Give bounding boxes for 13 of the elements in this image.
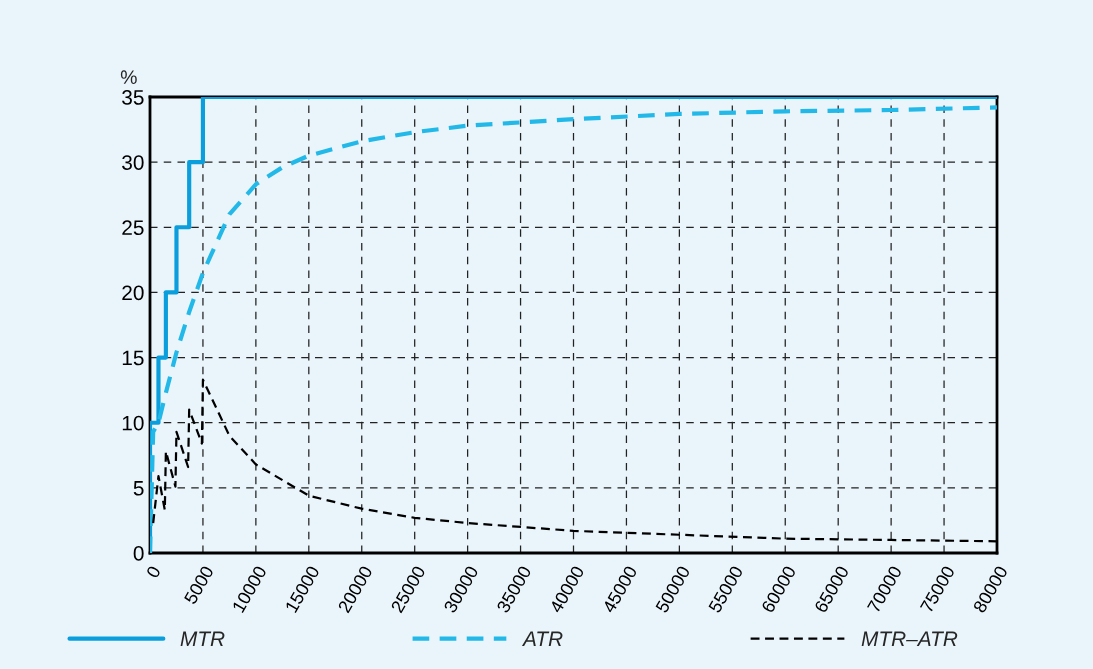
- y-axis-title: %: [120, 70, 137, 84]
- y-tick-label: 25: [122, 220, 144, 236]
- legend-label: ATR: [521, 631, 563, 646]
- y-tick-label: 30: [122, 155, 144, 170]
- legend-label: MTR–ATR: [861, 631, 958, 646]
- y-tick-label: 20: [122, 285, 144, 301]
- y-tick-label: 15: [122, 350, 144, 366]
- x-tick-label: 0: [145, 564, 162, 579]
- legend-label: MTR: [180, 631, 225, 646]
- y-tick-label: 10: [122, 415, 144, 431]
- y-tick-label: 35: [122, 90, 144, 105]
- y-tick-label: 0: [133, 546, 144, 561]
- y-tick-label: 5: [133, 481, 144, 496]
